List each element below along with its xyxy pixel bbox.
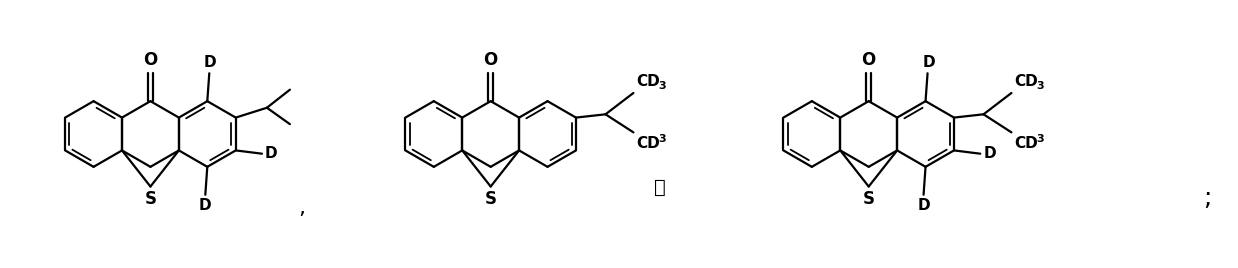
Text: D: D [265, 146, 277, 161]
Text: CD: CD [1014, 136, 1039, 151]
Text: D: D [917, 198, 930, 213]
Text: O: O [862, 51, 875, 69]
Text: 3: 3 [1036, 81, 1044, 91]
Text: CD: CD [636, 136, 660, 151]
Text: 3: 3 [659, 81, 666, 91]
Text: D: D [983, 146, 995, 161]
Text: D: D [199, 198, 212, 213]
Text: D: D [204, 55, 217, 70]
Text: CD: CD [1014, 74, 1039, 89]
Text: O: O [484, 51, 498, 69]
Text: S: S [484, 189, 496, 207]
Text: ,: , [298, 198, 305, 218]
Text: 3: 3 [659, 134, 666, 144]
Text: D: D [922, 55, 935, 70]
Text: ;: ; [1203, 186, 1211, 210]
Text: O: O [144, 51, 157, 69]
Text: 或: 或 [654, 178, 666, 197]
Text: S: S [863, 189, 875, 207]
Text: 3: 3 [1036, 134, 1044, 144]
Text: CD: CD [636, 74, 660, 89]
Text: S: S [145, 189, 156, 207]
